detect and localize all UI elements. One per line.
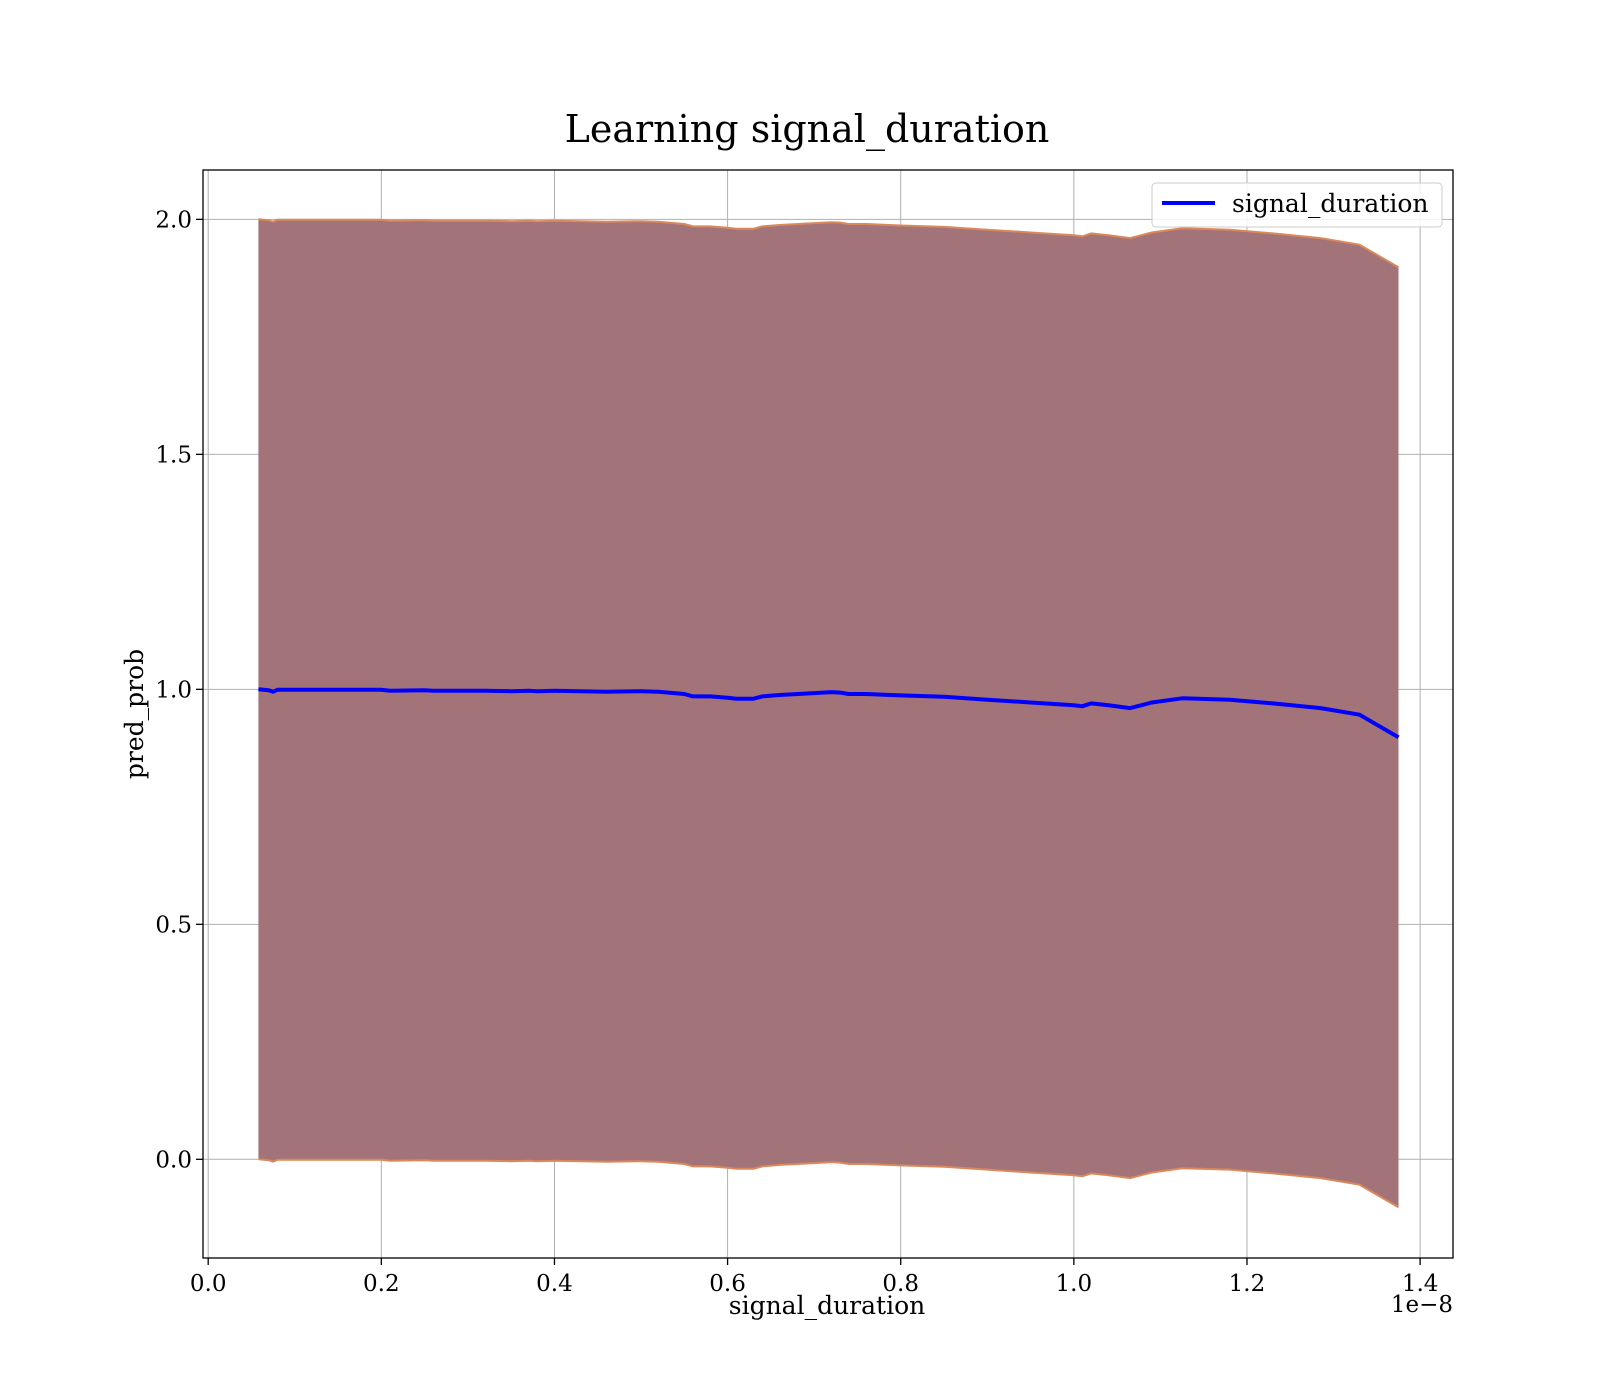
y-tick-label: 1.5: [155, 442, 192, 468]
legend: signal_duration: [1151, 182, 1443, 228]
x-axis-label: signal_duration: [729, 1291, 925, 1320]
x-tick-label: 0.2: [363, 1271, 400, 1297]
x-tick-label: 0.8: [882, 1271, 919, 1297]
band-upper-edge: [258, 218, 1400, 269]
x-axis-offset-label: 1e−8: [1391, 1292, 1453, 1318]
y-axis-label: pred_prob: [120, 649, 149, 779]
confidence-band-area: [258, 219, 1399, 1208]
x-tick-label: 1.4: [1402, 1271, 1439, 1297]
series-lines: [258, 687, 1400, 740]
legend-entry-signal-duration: signal_duration: [1232, 189, 1428, 218]
y-tick-label: 2.0: [155, 207, 192, 233]
x-tick-label: 0.0: [190, 1271, 227, 1297]
y-tick-label: 0.5: [155, 912, 192, 938]
band-lower-edge: [258, 1158, 1399, 1209]
y-tick-label: 0.0: [155, 1147, 192, 1173]
confidence-band: [258, 218, 1400, 1209]
x-tick-label: 0.6: [709, 1271, 746, 1297]
legend-box: [1151, 182, 1443, 228]
x-tick-label: 0.4: [536, 1271, 573, 1297]
x-tick-label: 1.2: [1229, 1271, 1266, 1297]
x-tick-label: 1.0: [1056, 1271, 1093, 1297]
x-axis-ticks: 0.0 0.2 0.4 0.6 0.8 1.0 1.2 1.4: [190, 1258, 1438, 1297]
plot-frame: [202, 169, 1454, 1259]
chart-title: Learning signal_duration: [565, 107, 1050, 152]
series-line-signal-duration: [258, 687, 1400, 740]
y-tick-label: 1.0: [155, 677, 192, 703]
y-axis-ticks: 0.0 0.5 1.0 1.5 2.0: [155, 207, 203, 1173]
